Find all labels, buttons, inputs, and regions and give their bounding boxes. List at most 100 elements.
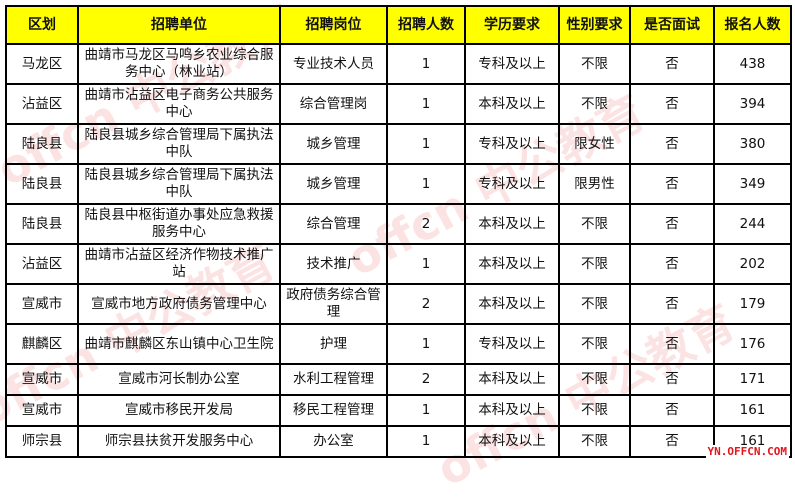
table-cell: 1 — [386, 123, 466, 165]
table-cell: 否 — [629, 394, 715, 427]
table-cell: 1 — [386, 425, 466, 458]
table-cell: 专业技术人员 — [279, 43, 388, 85]
table-cell: 综合管理岗 — [279, 83, 388, 125]
table-cell: 限女性 — [558, 123, 631, 165]
table-cell: 宣威市 — [5, 394, 79, 427]
table-cell: 师宗县 — [5, 425, 79, 458]
table-cell: 否 — [629, 283, 715, 325]
table-row: 宣威市 宣威市地方政府债务管理中心 政府债务综合管理 2 本科及以上 不限否 179 — [5, 283, 792, 325]
table-cell: 202 — [713, 243, 792, 285]
table-cell: 宣威市 — [5, 283, 79, 325]
table-cell: 否 — [629, 83, 715, 125]
table-cell: 438 — [713, 43, 792, 85]
column-header: 招聘岗位 — [279, 5, 388, 45]
table-cell: 专科及以上 — [464, 323, 560, 365]
table-cell: 本科及以上 — [464, 363, 560, 396]
table-cell: 曲靖市沾益区经济作物技术推广站 — [77, 243, 281, 285]
table-cell: 2 — [386, 203, 466, 245]
table-header: 区划 招聘单位 招聘岗位 招聘人数 学历要求 性别要求 是否面试 报名人数 — [5, 5, 792, 45]
table-cell: 不限 — [558, 203, 631, 245]
column-header: 报名人数 — [713, 5, 792, 45]
table-cell: 1 — [386, 43, 466, 85]
table-row: 陆良县 陆良县城乡综合管理局下属执法中队 城乡管理 1 专科及以上 限女性否 380 — [5, 123, 792, 165]
table-cell: 办公室 — [279, 425, 388, 458]
table-cell: 不限 — [558, 394, 631, 427]
table-cell: 陆良县 — [5, 203, 79, 245]
recruitment-table: 区划 招聘单位 招聘岗位 招聘人数 学历要求 性别要求 是否面试 报名人数 马龙区 曲靖市马龙区… — [5, 5, 792, 458]
table-cell: 380 — [713, 123, 792, 165]
table-cell: 沾益区 — [5, 83, 79, 125]
table-cell: 176 — [713, 323, 792, 365]
table-cell: 本科及以上 — [464, 283, 560, 325]
table-cell: 本科及以上 — [464, 83, 560, 125]
table-cell: 本科及以上 — [464, 203, 560, 245]
table-cell: 不限 — [558, 283, 631, 325]
table-cell: 不限 — [558, 425, 631, 458]
table-cell: 1 — [386, 83, 466, 125]
table-cell: 曲靖市麒麟区东山镇中心卫生院 — [77, 323, 281, 365]
table-cell: 否 — [629, 43, 715, 85]
table-cell: 171 — [713, 363, 792, 396]
column-header: 招聘单位 — [77, 5, 281, 45]
table-cell: 限男性 — [558, 163, 631, 205]
table-cell: 宣威市地方政府债务管理中心 — [77, 283, 281, 325]
table-cell: 麒麟区 — [5, 323, 79, 365]
table-row: 宣威市 宣威市河长制办公室 水利工程管理 2 本科及以上 不限否 171 — [5, 363, 792, 396]
table-cell: 陆良县城乡综合管理局下属执法中队 — [77, 163, 281, 205]
table-cell: 不限 — [558, 323, 631, 365]
column-header: 性别要求 — [558, 5, 631, 45]
table-cell: 2 — [386, 363, 466, 396]
column-header: 学历要求 — [464, 5, 560, 45]
table-row: 沾益区 曲靖市沾益区电子商务公共服务中心 综合管理岗 1 本科及以上 不限否 394 — [5, 83, 792, 125]
table-cell: 244 — [713, 203, 792, 245]
table-cell: 宣威市移民开发局 — [77, 394, 281, 427]
table-cell: 专科及以上 — [464, 123, 560, 165]
table-cell: 否 — [629, 363, 715, 396]
table-cell: 沾益区 — [5, 243, 79, 285]
table-cell: 水利工程管理 — [279, 363, 388, 396]
table-cell: 专科及以上 — [464, 43, 560, 85]
table-cell: 否 — [629, 243, 715, 285]
table-cell: 综合管理 — [279, 203, 388, 245]
table-cell: 曲靖市沾益区电子商务公共服务中心 — [77, 83, 281, 125]
table-cell: 否 — [629, 123, 715, 165]
table-cell: 马龙区 — [5, 43, 79, 85]
table-cell: 179 — [713, 283, 792, 325]
table-cell: 1 — [386, 323, 466, 365]
table-cell: 本科及以上 — [464, 425, 560, 458]
table-cell: 师宗县扶贫开发服务中心 — [77, 425, 281, 458]
table-cell: 城乡管理 — [279, 163, 388, 205]
table-cell: 曲靖市马龙区马鸣乡农业综合服务中心（林业站） — [77, 43, 281, 85]
table-cell: 不限 — [558, 83, 631, 125]
table-cell: 陆良县中枢街道办事处应急救援服务中心 — [77, 203, 281, 245]
column-header: 招聘人数 — [386, 5, 466, 45]
table-cell: 宣威市河长制办公室 — [77, 363, 281, 396]
table-cell: 不限 — [558, 43, 631, 85]
site-logo: YN.OFFCN.COM — [705, 445, 789, 458]
table-row: 麒麟区 曲靖市麒麟区东山镇中心卫生院 护理 1 专科及以上 不限否 176 — [5, 323, 792, 365]
table-cell: 城乡管理 — [279, 123, 388, 165]
table-cell: 不限 — [558, 363, 631, 396]
table-cell: 陆良县 — [5, 123, 79, 165]
table-cell: 本科及以上 — [464, 394, 560, 427]
table-row: 陆良县 陆良县城乡综合管理局下属执法中队 城乡管理 1 专科及以上 限男性否 349 — [5, 163, 792, 205]
column-header: 是否面试 — [629, 5, 715, 45]
table-cell: 否 — [629, 203, 715, 245]
table-cell: 1 — [386, 394, 466, 427]
table-cell: 护理 — [279, 323, 388, 365]
table-cell: 不限 — [558, 243, 631, 285]
table-row: 沾益区 曲靖市沾益区经济作物技术推广站 技术推广 1 本科及以上 不限否 202 — [5, 243, 792, 285]
column-header: 区划 — [5, 5, 79, 45]
table-cell: 本科及以上 — [464, 243, 560, 285]
table-row: 师宗县 师宗县扶贫开发服务中心 办公室 1 本科及以上 不限否 161 — [5, 425, 792, 458]
table-row: 陆良县 陆良县中枢街道办事处应急救援服务中心 综合管理 2 本科及以上 不限否 244 — [5, 203, 792, 245]
table-cell: 陆良县 — [5, 163, 79, 205]
table-cell: 2 — [386, 283, 466, 325]
table-cell: 394 — [713, 83, 792, 125]
table-cell: 否 — [629, 323, 715, 365]
table-cell: 349 — [713, 163, 792, 205]
table-cell: 161 — [713, 394, 792, 427]
table-cell: 宣威市 — [5, 363, 79, 396]
table-cell: 政府债务综合管理 — [279, 283, 388, 325]
table-cell: 技术推广 — [279, 243, 388, 285]
